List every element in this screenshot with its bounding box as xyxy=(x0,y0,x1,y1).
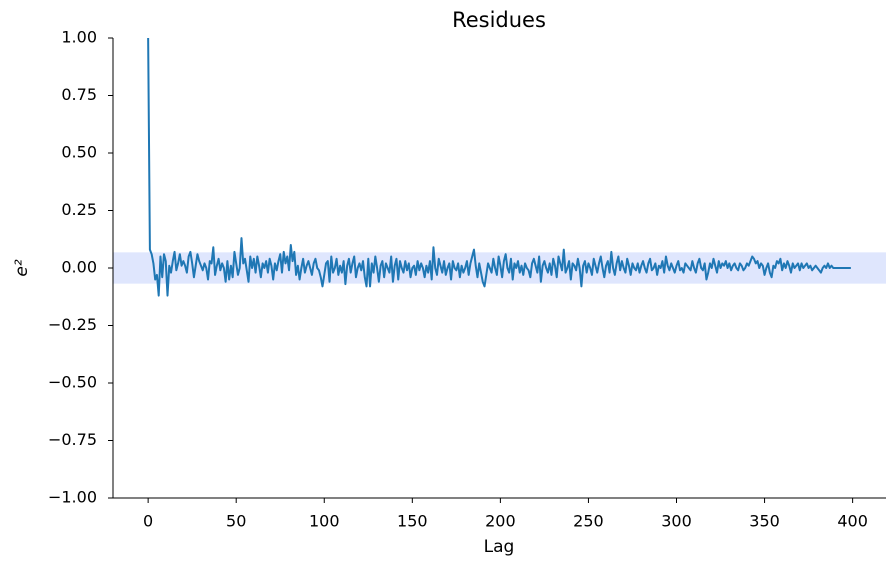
y-tick-label: 0.25 xyxy=(61,200,97,219)
x-tick-label: 400 xyxy=(837,512,868,531)
y-tick-label: −0.75 xyxy=(48,430,97,449)
x-tick-label: 350 xyxy=(749,512,780,531)
y-tick-label: 0.75 xyxy=(61,85,97,104)
x-tick-label: 300 xyxy=(661,512,692,531)
x-tick-label: 200 xyxy=(485,512,516,531)
x-tick-label: 100 xyxy=(309,512,340,531)
x-tick-label: 250 xyxy=(573,512,604,531)
x-axis-label: Lag xyxy=(484,537,515,557)
y-tick-label: −0.50 xyxy=(48,373,97,392)
y-tick-label: 0.50 xyxy=(61,143,97,162)
x-tick-label: 50 xyxy=(226,512,246,531)
chart-title: Residues xyxy=(452,8,546,32)
y-tick-label: 0.00 xyxy=(61,258,97,277)
y-tick-label: −0.25 xyxy=(48,315,97,334)
y-tick-label: 1.00 xyxy=(61,28,97,47)
y-axis-label: e² xyxy=(12,259,32,276)
data-line xyxy=(147,37,851,297)
x-tick-label: 0 xyxy=(143,512,153,531)
y-tick-label: −1.00 xyxy=(48,488,97,507)
x-tick-label: 150 xyxy=(397,512,428,531)
